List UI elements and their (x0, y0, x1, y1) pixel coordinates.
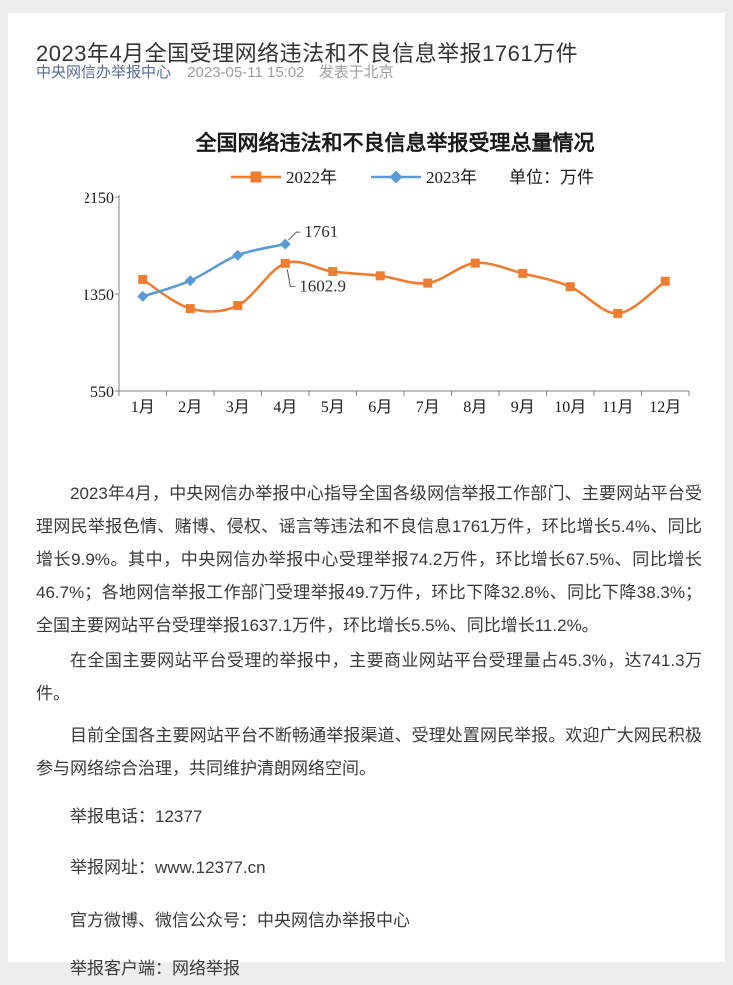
contact-social-line: 官方微博、微信公众号：中央网信办举报中心 (70, 911, 410, 930)
article-card: 2023年4月全国受理网络违法和不良信息举报1761万件 中央网信办举报中心 2… (8, 13, 725, 978)
svg-text:1761: 1761 (304, 222, 338, 241)
contact-website-line: 举报网址：www.12377.cn (70, 858, 266, 877)
series-2023年 (137, 238, 291, 302)
page-title: 2023年4月全国受理网络违法和不良信息举报1761万件 (36, 40, 579, 66)
x-axis-month-label: 9月 (511, 399, 535, 416)
chart-title: 全国网络违法和不良信息举报受理总量情况 (195, 131, 595, 155)
contact-app-line: 举报客户端：网络举报 (70, 959, 240, 978)
publish-time: 2023-05-11 15:02 (187, 64, 305, 81)
report-trend-chart: 全国网络违法和不良信息举报受理总量情况 2022年 2023年 单位：万件 550 135… (85, 131, 690, 416)
series-2022年 (138, 258, 670, 318)
article-paragraph-summary: 2023年4月，中央网信办举报中心指导全国各级网信举报工作部门、主要网站平台受理… (36, 484, 702, 635)
svg-text:1602.9: 1602.9 (299, 276, 346, 295)
y-axis-tick-label: 550 (90, 384, 114, 401)
annotation-1761: 1761 (287, 222, 338, 241)
x-axis-month-label: 10月 (554, 399, 586, 416)
x-axis-month-label: 5月 (321, 399, 345, 416)
account-name-link[interactable]: 中央网信办举报中心 (36, 64, 172, 81)
x-axis-month-label: 4月 (273, 399, 297, 416)
svg-text:2022年: 2022年 (286, 168, 337, 187)
contact-phone-line: 举报电话：12377 (70, 807, 203, 826)
byline: 中央网信办举报中心 2023-05-11 15:02 发表于北京 (36, 61, 404, 82)
annotation-1602.9: 1602.9 (286, 269, 346, 295)
x-axis-month-label: 7月 (416, 399, 440, 416)
chart-legend: 2022年 2023年 单位：万件 (231, 168, 594, 187)
article-paragraph-appeal: 目前全国各主要网站平台不断畅通举报渠道、受理处置网民举报。欢迎广大网民积极参与网… (36, 726, 702, 778)
svg-text:2023年: 2023年 (426, 168, 477, 187)
y-axis-tick-label: 2150 (85, 190, 114, 207)
x-axis-month-label: 2月 (178, 399, 202, 416)
publish-location: 发表于北京 (318, 64, 394, 81)
legend-diamond-marker-icon (389, 170, 403, 184)
x-axis-month-label: 3月 (226, 399, 250, 416)
article-paragraph-platforms: 在全国主要网站平台受理的举报中，主要商业网站平台受理量占45.3%，达741.3… (36, 651, 702, 703)
y-axis-tick-label: 1350 (85, 287, 114, 304)
legend-square-marker-icon (250, 171, 262, 183)
x-axis-month-label: 11月 (602, 399, 633, 416)
x-axis-month-label: 12月 (649, 399, 681, 416)
x-axis-month-label: 8月 (463, 399, 487, 416)
chart-axes (115, 195, 690, 396)
chart-unit-label: 单位：万件 (509, 168, 594, 187)
x-axis-month-label: 6月 (368, 399, 392, 416)
x-axis-month-label: 1月 (131, 399, 155, 416)
